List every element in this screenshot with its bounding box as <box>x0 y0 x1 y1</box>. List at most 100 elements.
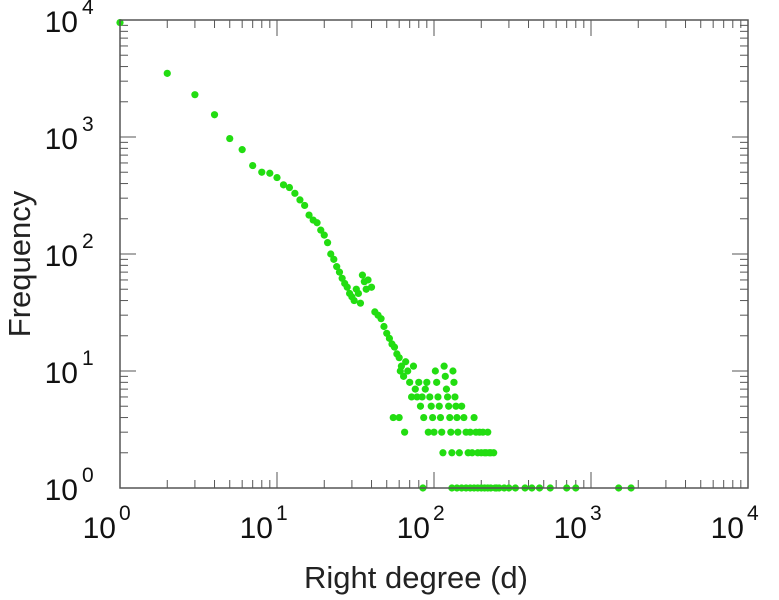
data-point <box>377 315 385 323</box>
y-tick-label-exponent: 1 <box>82 347 94 370</box>
data-point <box>441 372 449 380</box>
data-point <box>434 393 442 401</box>
data-point <box>226 134 234 143</box>
data-point <box>279 181 288 189</box>
data-point <box>399 372 408 380</box>
data-point <box>415 378 423 386</box>
data-point <box>367 283 376 291</box>
data-point <box>305 211 313 219</box>
data-point <box>333 263 341 271</box>
data-point <box>484 428 492 436</box>
data-point <box>430 428 438 436</box>
data-point <box>466 428 474 436</box>
data-point <box>424 428 432 436</box>
data-point <box>416 402 425 410</box>
data-point <box>439 449 447 457</box>
data-point <box>449 367 457 375</box>
data-point <box>401 428 409 436</box>
data-point <box>470 413 478 422</box>
data-point <box>380 322 388 331</box>
data-point <box>409 362 418 370</box>
data-point <box>358 271 367 279</box>
x-tick-label-exponent: 0 <box>119 502 131 525</box>
data-point <box>408 393 416 401</box>
data-point <box>327 250 335 258</box>
data-point <box>317 226 325 234</box>
data-point <box>435 402 443 410</box>
data-points <box>116 19 635 492</box>
data-point <box>448 449 456 457</box>
x-tick-label-exponent: 1 <box>276 502 288 525</box>
data-point <box>330 255 338 263</box>
data-point <box>356 299 365 307</box>
y-tick-label: 10 <box>45 474 78 507</box>
x-tick-label-exponent: 3 <box>590 502 602 525</box>
data-point <box>442 385 451 393</box>
data-point <box>490 449 498 457</box>
data-point <box>468 449 476 457</box>
data-point <box>258 168 266 176</box>
data-point <box>450 378 458 386</box>
data-point <box>454 428 462 436</box>
data-point <box>390 343 399 351</box>
y-tick-label: 10 <box>45 123 78 156</box>
data-point <box>301 201 309 210</box>
data-point <box>395 413 403 422</box>
data-point <box>431 367 439 375</box>
x-tick-label: 10 <box>397 512 430 545</box>
y-tick-label: 10 <box>45 6 78 39</box>
x-tick-label: 10 <box>83 512 116 545</box>
data-point <box>389 413 397 422</box>
tick-labels: 10 0 10 1 10 2 10 3 10 410 010 110 210 310 4 <box>45 0 759 545</box>
data-point <box>455 449 463 457</box>
plot-frame <box>119 19 749 489</box>
data-point <box>323 239 332 247</box>
data-point <box>446 413 454 422</box>
data-point <box>238 146 246 154</box>
data-point <box>296 196 304 204</box>
y-tick-label-exponent: 2 <box>82 230 94 253</box>
x-axis-label: Right degree (d) <box>304 560 528 595</box>
data-point <box>191 91 199 99</box>
data-point <box>354 289 363 298</box>
data-point <box>395 354 403 362</box>
data-point <box>406 378 414 386</box>
x-tick-label: 10 <box>554 512 587 545</box>
data-point <box>273 173 281 182</box>
data-point <box>453 413 461 422</box>
data-point <box>364 276 372 284</box>
axis-ticks <box>119 19 749 489</box>
y-tick-label-exponent: 3 <box>82 113 94 136</box>
data-point <box>426 393 434 401</box>
data-point <box>443 393 452 401</box>
data-point <box>460 413 468 422</box>
y-axis-label: Frequency <box>2 190 37 337</box>
data-point <box>447 428 455 436</box>
data-point <box>445 402 453 410</box>
data-point <box>385 334 394 342</box>
data-point <box>420 413 428 422</box>
x-tick-label-exponent: 4 <box>747 502 759 525</box>
y-tick-label-exponent: 0 <box>82 464 94 487</box>
data-point <box>440 362 448 370</box>
data-point <box>404 367 412 375</box>
x-tick-label: 10 <box>240 512 273 545</box>
data-point <box>458 402 466 410</box>
data-point <box>429 413 437 422</box>
y-tick-label-exponent: 4 <box>82 0 94 19</box>
data-point <box>402 358 410 366</box>
data-point <box>266 169 274 177</box>
data-point <box>335 268 344 276</box>
data-point <box>210 111 219 119</box>
data-point <box>249 161 257 170</box>
y-tick-label: 10 <box>45 357 78 390</box>
data-point <box>423 378 431 386</box>
data-point <box>163 69 171 77</box>
data-point <box>418 393 426 401</box>
data-point <box>291 189 299 197</box>
data-point <box>350 296 358 305</box>
data-point <box>451 393 459 401</box>
data-point <box>452 402 460 410</box>
data-point <box>436 413 445 422</box>
